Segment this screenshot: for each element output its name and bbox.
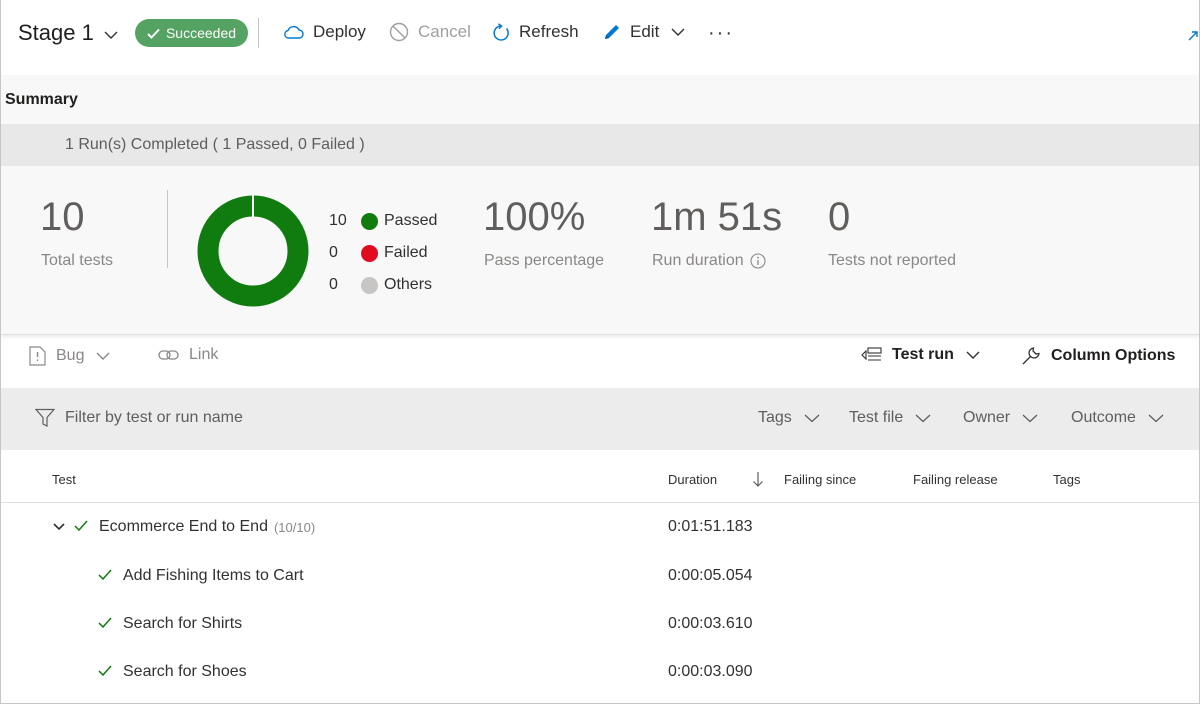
total-tests-value: 10 xyxy=(40,195,85,239)
chevron-down-icon xyxy=(915,414,931,422)
chevron-down-icon xyxy=(96,352,110,360)
test-duration: 0:00:03.090 xyxy=(668,663,753,680)
tags-filter-dropdown[interactable]: Tags xyxy=(758,409,820,427)
column-header-failing-since[interactable]: Failing since xyxy=(784,472,857,487)
check-icon xyxy=(98,569,112,580)
pass-percentage-value: 100% xyxy=(483,195,586,239)
info-icon[interactable] xyxy=(750,253,766,269)
group-duration: 0:01:51.183 xyxy=(668,518,753,535)
chevron-down-icon xyxy=(1022,414,1038,422)
test-name: Search for Shoes xyxy=(123,663,247,680)
test-file-filter-dropdown[interactable]: Test file xyxy=(849,409,931,427)
stage-title: Stage 1 xyxy=(18,20,94,45)
failed-dot-icon xyxy=(361,244,378,262)
status-badge: Succeeded xyxy=(135,19,248,47)
test-duration: 0:00:03.610 xyxy=(668,615,753,632)
edit-button[interactable]: Edit xyxy=(603,22,685,42)
refresh-button[interactable]: Refresh xyxy=(492,22,579,42)
column-options-button[interactable]: Column Options xyxy=(1021,346,1175,366)
filter-bar: Filter by test or run name Tags Test fil… xyxy=(1,388,1199,450)
link-button[interactable]: Link xyxy=(158,346,218,364)
bug-icon xyxy=(29,346,46,366)
passed-dot-icon xyxy=(361,212,378,230)
legend-passed: 10 Passed xyxy=(329,212,438,230)
refresh-label: Refresh xyxy=(519,22,579,41)
filter-icon xyxy=(35,408,55,427)
bug-label: Bug xyxy=(56,347,85,364)
legend-failed: 0 Failed xyxy=(329,244,428,262)
test-run-label: Test run xyxy=(892,346,954,363)
checkmark-icon xyxy=(147,28,160,39)
test-name: Search for Shirts xyxy=(123,615,243,632)
pencil-icon xyxy=(605,25,619,39)
table-row[interactable]: Add Fishing Items to Cart 0:00:05.054 xyxy=(1,553,1199,601)
chevron-down-icon xyxy=(104,20,118,46)
not-reported-value: 0 xyxy=(828,195,851,239)
deploy-button[interactable]: Deploy xyxy=(283,22,366,42)
cancel-label: Cancel xyxy=(418,22,471,41)
column-header-duration[interactable]: Duration xyxy=(668,472,718,487)
run-duration-label: Run duration xyxy=(652,252,766,270)
not-reported-label: Tests not reported xyxy=(828,252,957,269)
table-row[interactable]: Search for Shoes 0:00:03.090 xyxy=(1,649,1199,697)
total-tests-label: Total tests xyxy=(41,252,114,269)
open-in-new-icon[interactable] xyxy=(1187,28,1199,46)
table-row[interactable]: Search for Shirts 0:00:03.610 xyxy=(1,601,1199,649)
check-icon xyxy=(98,665,112,676)
donut-passed-segment xyxy=(197,195,309,307)
chevron-down-icon xyxy=(1148,414,1164,422)
column-header-test[interactable]: Test xyxy=(52,472,76,487)
outcome-filter-dropdown[interactable]: Outcome xyxy=(1071,409,1164,427)
pass-percentage-label: Pass percentage xyxy=(484,252,605,269)
sort-descending-icon[interactable] xyxy=(752,471,764,488)
column-options-label: Column Options xyxy=(1051,347,1176,364)
status-badge-label: Succeeded xyxy=(165,25,237,41)
runs-completed-bar: 1 Run(s) Completed ( 1 Passed, 0 Failed … xyxy=(1,124,1199,166)
more-actions-button[interactable]: ··· xyxy=(708,22,734,44)
bug-button[interactable]: Bug xyxy=(29,346,110,366)
refresh-icon xyxy=(493,22,509,41)
check-icon xyxy=(74,520,88,531)
cancel-button[interactable]: Cancel xyxy=(389,22,471,42)
group-count: (10/10) xyxy=(273,519,316,535)
owner-filter-dropdown[interactable]: Owner xyxy=(963,409,1038,427)
test-name: Add Fishing Items to Cart xyxy=(123,567,304,584)
cloud-icon xyxy=(284,25,304,39)
chevron-down-icon xyxy=(671,28,685,36)
chevron-down-icon[interactable] xyxy=(53,523,65,531)
table-group-row[interactable]: Ecommerce End to End (10/10) 0:01:51.183 xyxy=(1,504,1199,552)
test-duration: 0:00:05.054 xyxy=(668,567,753,584)
runs-completed-text: 1 Run(s) Completed ( 1 Passed, 0 Failed … xyxy=(65,136,365,153)
header-divider xyxy=(258,18,259,48)
edit-label: Edit xyxy=(630,22,660,41)
test-run-grouping-dropdown[interactable]: Test run xyxy=(861,346,980,364)
chevron-down-icon xyxy=(966,351,980,359)
legend-others: 0 Others xyxy=(329,276,433,294)
stage-selector[interactable]: Stage 1 xyxy=(18,20,118,46)
summary-title: Summary xyxy=(5,91,78,108)
run-duration-value: 1m 51s xyxy=(651,195,783,239)
link-label: Link xyxy=(189,346,219,363)
link-icon xyxy=(158,350,179,360)
column-header-failing-release[interactable]: Failing release xyxy=(913,472,998,487)
summary-panel: Summary 1 Run(s) Completed ( 1 Passed, 0… xyxy=(1,75,1199,335)
stage-header: Stage 1 Succeeded Deploy Cancel Refresh … xyxy=(1,0,1199,70)
check-icon xyxy=(98,617,112,628)
summary-divider xyxy=(167,190,168,268)
deploy-label: Deploy xyxy=(313,22,366,41)
outcome-donut-chart xyxy=(197,195,309,307)
group-list-icon xyxy=(861,347,882,361)
others-dot-icon xyxy=(361,276,378,294)
column-header-tags[interactable]: Tags xyxy=(1053,472,1081,487)
block-icon xyxy=(389,22,409,42)
table-header-divider xyxy=(1,502,1199,503)
chevron-down-icon xyxy=(804,414,820,422)
group-name: Ecommerce End to End (10/10) xyxy=(99,518,316,535)
wrench-icon xyxy=(1022,347,1040,365)
filter-input[interactable]: Filter by test or run name xyxy=(65,409,243,426)
